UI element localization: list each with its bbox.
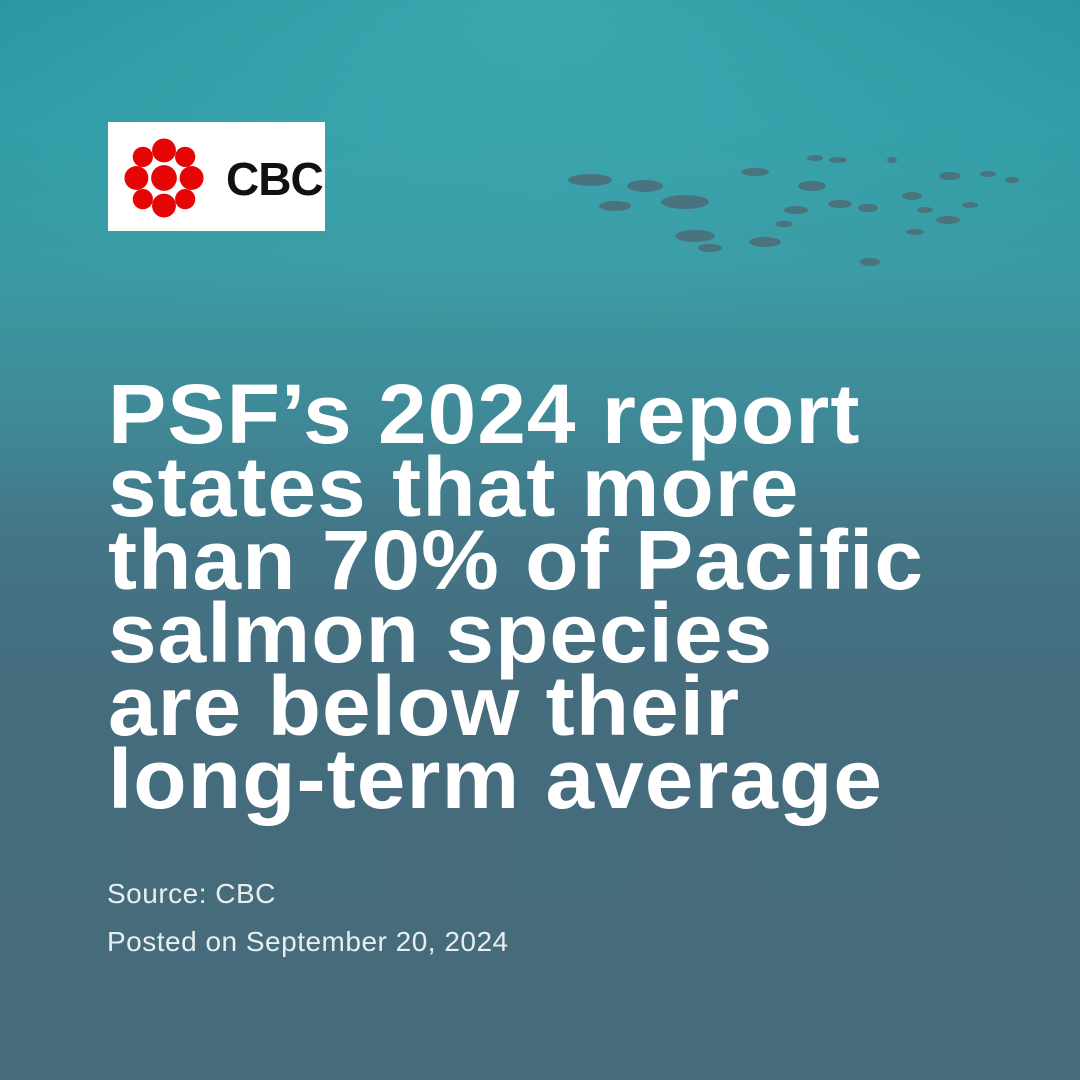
headline-line: salmon species [108,586,774,680]
headline-line: long-term average [108,732,884,826]
headline: PSF’s 2024 report states that more than 70… [108,372,923,821]
headline-line: states that more [108,440,800,534]
headline-line: are below their [108,659,741,753]
source: Source: CBC [107,878,276,909]
cbc-logo: CBC [108,122,325,231]
headline-line: than 70% of Pacific [108,513,924,607]
logo-text: CBC [226,153,324,205]
posted-date: Posted on September 20, 2024 [107,926,509,957]
fish-school [568,155,1019,266]
cbc-gem [124,138,204,218]
headline-line: PSF’s 2024 report [108,367,861,461]
